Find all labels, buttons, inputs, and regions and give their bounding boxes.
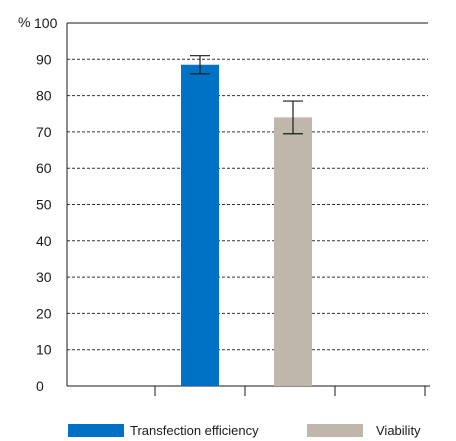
bar-viability bbox=[274, 117, 312, 386]
y-tick-label: 20 bbox=[36, 305, 52, 321]
legend-swatch bbox=[68, 424, 124, 437]
y-tick-label: 50 bbox=[36, 197, 52, 213]
bars bbox=[181, 64, 312, 387]
y-tick-label: 100 bbox=[34, 15, 58, 31]
legend-label: Transfection efficiency bbox=[130, 423, 259, 438]
error-bar bbox=[190, 55, 210, 75]
legend-label: Viability bbox=[376, 423, 421, 438]
y-tick-label: 70 bbox=[36, 124, 52, 140]
y-tick-label: 80 bbox=[36, 88, 52, 104]
error-bars bbox=[190, 55, 303, 135]
gridlines bbox=[67, 22, 428, 351]
y-tick-label: 0 bbox=[36, 378, 44, 394]
y-tick-label: 40 bbox=[36, 233, 52, 249]
legend-swatch bbox=[307, 424, 363, 437]
bar-transfection-efficiency bbox=[181, 64, 219, 387]
y-tick-label: 90 bbox=[36, 51, 52, 67]
legend: Transfection efficiency Viability bbox=[68, 423, 421, 438]
error-bar bbox=[283, 100, 303, 135]
y-tick-labels: % 0 10 20 30 40 50 60 70 80 90 100 bbox=[18, 14, 58, 394]
y-tick-label: 60 bbox=[36, 160, 52, 176]
y-axis-unit-label: % bbox=[18, 14, 30, 30]
y-tick-label: 30 bbox=[36, 269, 52, 285]
axes bbox=[66, 23, 430, 396]
y-tick-label: 10 bbox=[36, 342, 52, 358]
